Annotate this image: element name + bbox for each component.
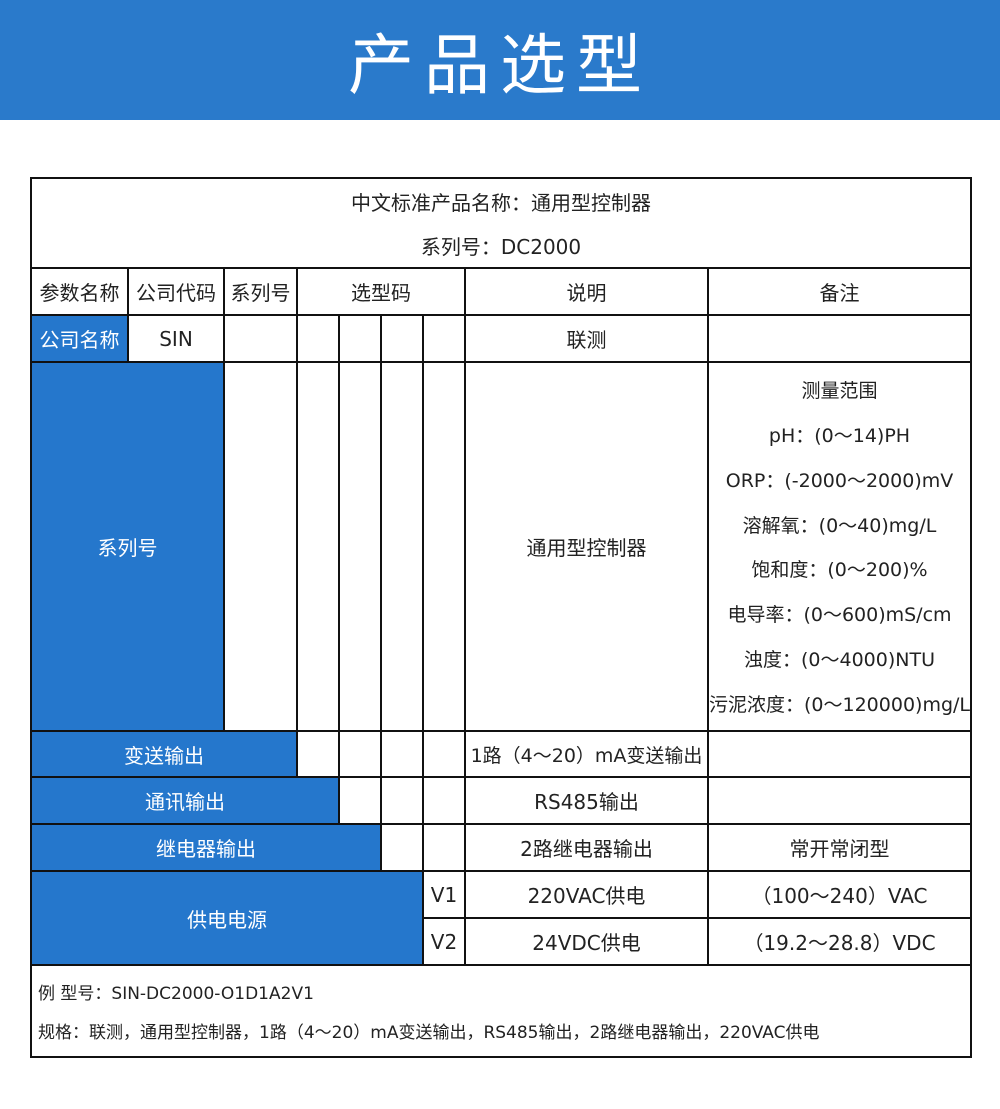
example-cell: 例 型号：SIN-DC2000-O1D1A2V1 规格：联测，通用型控制器，1路… (30, 964, 972, 1058)
note-line: 溶解氧：(0～40)mg/L (742, 514, 937, 537)
company-code: SIN (127, 314, 225, 363)
relay-output-label: 继电器输出 (30, 823, 382, 872)
header-company-code: 公司代码 (127, 267, 225, 316)
header-banner: 产品选型 (0, 0, 1000, 120)
table-title-cell: 中文标准产品名称：通用型控制器 系列号：DC2000 (30, 177, 972, 269)
comm-output-label: 通讯输出 (30, 776, 340, 825)
header-series: 系列号 (223, 267, 298, 316)
empty-cell (422, 776, 466, 825)
empty-cell (296, 314, 340, 363)
example-spec: 规格：联测，通用型控制器，1路（4～20）mA变送输出，RS485输出，2路继电… (38, 1023, 820, 1043)
empty-cell (707, 314, 972, 363)
power-note-v1: （100～240）VAC (707, 870, 972, 919)
power-supply-label: 供电电源 (30, 870, 424, 966)
empty-cell (380, 314, 424, 363)
series-desc: 通用型控制器 (464, 361, 709, 732)
series-label: 系列号 (30, 361, 225, 732)
header-remarks: 备注 (707, 267, 972, 316)
empty-cell (707, 730, 972, 778)
empty-cell (422, 823, 466, 872)
empty-cell (223, 361, 298, 732)
empty-cell (338, 776, 382, 825)
relay-output-desc: 2路继电器输出 (464, 823, 709, 872)
note-line: 测量范围 (801, 379, 878, 402)
power-desc-v1: 220VAC供电 (464, 870, 709, 919)
empty-cell (707, 776, 972, 825)
transmit-output-desc: 1路（4～20）mA变送输出 (464, 730, 709, 778)
note-line: 饱和度：(0～200)% (751, 559, 928, 582)
power-code-v1: V1 (422, 870, 466, 919)
empty-cell (380, 823, 424, 872)
series-number: 系列号：DC2000 (420, 234, 582, 259)
comm-output-desc: RS485输出 (464, 776, 709, 825)
company-name-label: 公司名称 (30, 314, 129, 363)
transmit-output-label: 变送输出 (30, 730, 298, 778)
empty-cell (338, 361, 382, 732)
empty-cell (380, 361, 424, 732)
relay-output-note: 常开常闭型 (707, 823, 972, 872)
empty-cell (422, 361, 466, 732)
example-model: 例 型号：SIN-DC2000-O1D1A2V1 (38, 984, 314, 1004)
empty-cell (422, 314, 466, 363)
empty-cell (296, 730, 340, 778)
page-title: 产品选型 (348, 27, 652, 104)
header-description: 说明 (464, 267, 709, 316)
power-desc-v2: 24VDC供电 (464, 917, 709, 966)
power-note-v2: （19.2～28.8）VDC (707, 917, 972, 966)
note-line: 污泥浓度：(0～120000)mg/L (709, 694, 970, 717)
empty-cell (422, 730, 466, 778)
header-param-name: 参数名称 (30, 267, 129, 316)
header-selection-code: 选型码 (296, 267, 466, 316)
note-line: 浊度：(0～4000)NTU (744, 649, 935, 672)
empty-cell (338, 730, 382, 778)
note-line: ORP：(-2000～2000)mV (725, 469, 954, 492)
empty-cell (296, 361, 340, 732)
note-line: 电导率：(0～600)mS/cm (727, 604, 952, 627)
empty-cell (223, 314, 298, 363)
company-desc: 联测 (464, 314, 709, 363)
power-code-v2: V2 (422, 917, 466, 966)
empty-cell (338, 314, 382, 363)
empty-cell (380, 776, 424, 825)
empty-cell (380, 730, 424, 778)
note-line: pH：(0～14)PH (768, 424, 911, 447)
measurement-range-notes: 测量范围 pH：(0～14)PH ORP：(-2000～2000)mV 溶解氧：… (707, 361, 972, 732)
product-name: 中文标准产品名称：通用型控制器 (351, 190, 651, 215)
